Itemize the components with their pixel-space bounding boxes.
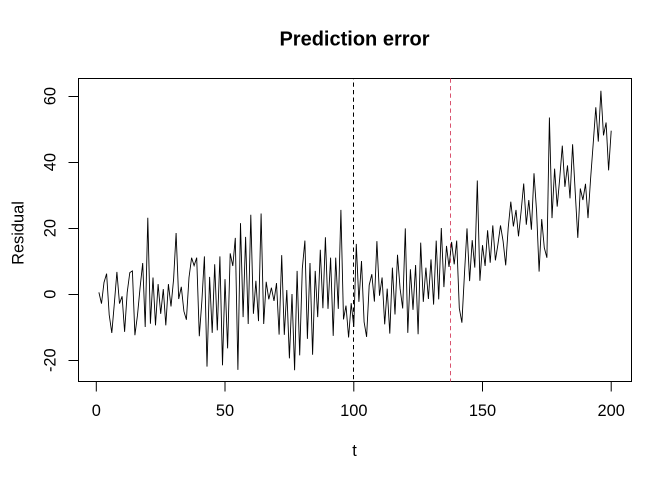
svg-text:40: 40 xyxy=(41,153,59,171)
svg-text:-20: -20 xyxy=(41,348,59,372)
svg-text:200: 200 xyxy=(598,402,625,420)
svg-text:0: 0 xyxy=(92,402,101,420)
svg-text:20: 20 xyxy=(41,219,59,237)
svg-text:0: 0 xyxy=(41,290,59,299)
svg-text:Prediction error: Prediction error xyxy=(279,29,429,51)
svg-text:100: 100 xyxy=(340,402,367,420)
svg-text:Residual: Residual xyxy=(10,201,28,265)
svg-text:150: 150 xyxy=(469,402,496,420)
svg-text:50: 50 xyxy=(216,402,234,420)
svg-text:60: 60 xyxy=(41,87,59,105)
svg-text:t: t xyxy=(352,442,357,460)
